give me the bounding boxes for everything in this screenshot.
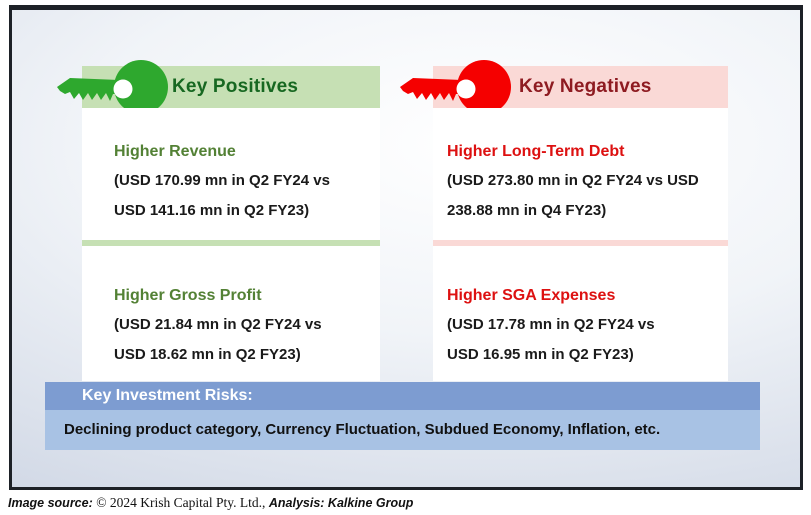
key-negatives-header: Key Negatives (400, 60, 728, 114)
positive-item-gross-profit: Higher Gross Profit (USD 21.84 mn in Q2 … (82, 246, 380, 381)
item-line: (USD 273.80 mn in Q2 FY24 vs USD (447, 172, 699, 189)
negative-item-long-term-debt: Higher Long-Term Debt (USD 273.80 mn in … (433, 108, 728, 240)
green-key-icon (57, 60, 168, 114)
item-title: Higher Revenue (114, 143, 236, 160)
item-line: (USD 170.99 mn in Q2 FY24 vs (114, 172, 330, 189)
key-positives-header: Key Positives (57, 60, 380, 114)
item-line: USD 141.16 mn in Q2 FY23) (114, 202, 310, 219)
item-title: Higher Gross Profit (114, 287, 262, 304)
footer-prefix: Image source: (8, 496, 93, 510)
red-key-icon (400, 60, 511, 114)
positive-divider (82, 240, 380, 246)
positive-item-revenue: Higher Revenue (USD 170.99 mn in Q2 FY24… (82, 108, 380, 240)
item-line: (USD 21.84 mn in Q2 FY24 vs (114, 316, 322, 333)
image-source-attribution: Image source: © 2024 Krish Capital Pty. … (8, 495, 413, 511)
footer-source: © 2024 Krish Capital Pty. Ltd., (96, 495, 266, 510)
item-line: (USD 17.78 mn in Q2 FY24 vs (447, 316, 655, 333)
key-negatives-title: Key Negatives (519, 76, 652, 97)
negative-divider (433, 240, 728, 246)
item-title: Higher Long-Term Debt (447, 143, 625, 160)
item-line: USD 16.95 mn in Q2 FY23) (447, 346, 634, 363)
key-positives-title: Key Positives (172, 76, 299, 97)
negative-item-sga-expenses: Higher SGA Expenses (USD 17.78 mn in Q2 … (433, 246, 728, 381)
footer-analysis: Analysis: Kalkine Group (268, 496, 414, 510)
item-line: USD 18.62 mn in Q2 FY23) (114, 346, 301, 363)
item-title: Higher SGA Expenses (447, 287, 616, 304)
key-investment-risks-header: Key Investment Risks: (45, 382, 760, 410)
item-line: 238.88 mn in Q4 FY23) (447, 202, 607, 219)
key-investment-risks-text: Declining product category, Currency Flu… (45, 410, 760, 450)
slide-frame: Key Positives Key Negatives Higher Reven… (9, 5, 803, 490)
